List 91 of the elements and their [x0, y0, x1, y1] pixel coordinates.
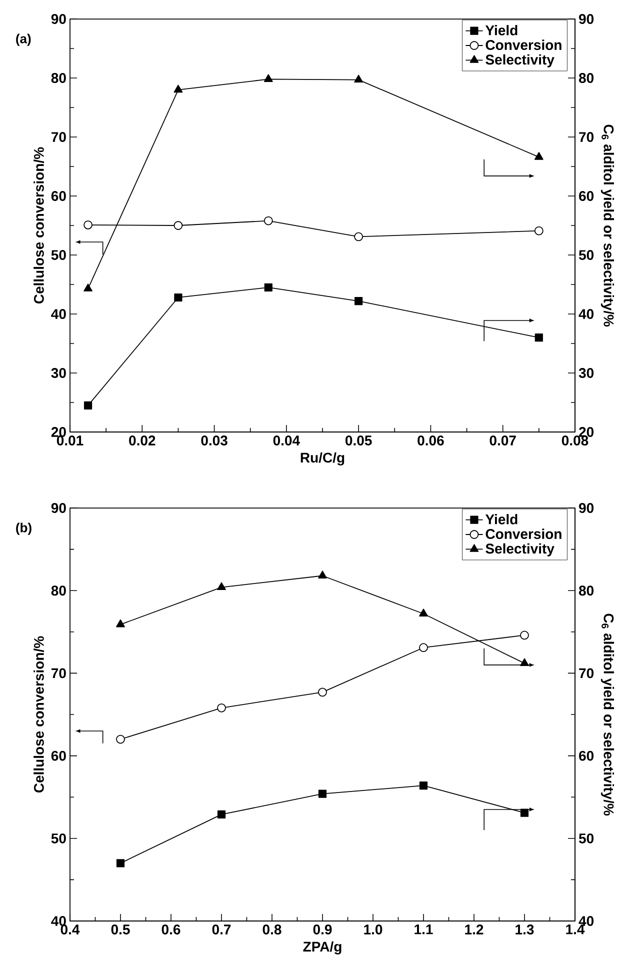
text: (b): [16, 522, 32, 535]
y-tick-label: 70: [51, 132, 66, 142]
point: [84, 220, 92, 230]
legend-label: Selectivity: [486, 543, 554, 556]
x-axis-title: ZPA/g: [303, 941, 342, 954]
point: [534, 334, 543, 342]
point: [354, 296, 363, 306]
x-tick-label: 1.2: [465, 924, 484, 934]
y2-tick-label: 40: [578, 309, 594, 319]
y-axis-title: Cellulose conversion/%: [34, 636, 44, 793]
y-tick-label: 40: [51, 916, 66, 926]
point: [84, 284, 92, 292]
y-tick-label: 90: [51, 503, 66, 513]
y-tick-label: 40: [51, 309, 66, 319]
point: [520, 808, 529, 817]
y2-tick-label: 50: [578, 250, 594, 260]
point: [217, 703, 226, 712]
point: [116, 734, 125, 744]
point: [318, 790, 327, 798]
x-tick-label: 1.0: [364, 924, 382, 934]
point: [354, 74, 363, 83]
y2-tick-label: 90: [579, 503, 594, 513]
y-tick-label: 60: [51, 191, 66, 201]
y2-tick-label: 60: [579, 191, 594, 201]
x-tick-label: 0.05: [345, 436, 372, 446]
point: [534, 152, 544, 160]
x-tick-label: 0.9: [313, 924, 332, 934]
y2-axis-title: C$_{6}$ alditol yield or selectivity/%: [600, 614, 614, 816]
point: [174, 221, 183, 230]
legend-label: Conversion: [486, 528, 562, 539]
y2-tick-label: 60: [579, 750, 594, 761]
x-tick-label: 0.02: [129, 436, 156, 446]
point: [217, 810, 226, 819]
y2-tick-label: 80: [578, 73, 594, 83]
point: [264, 74, 273, 82]
y2-tick-label: 20: [579, 427, 594, 437]
point: [264, 216, 273, 226]
x-tick-label: 0.01: [56, 436, 84, 446]
y2-tick-label: 30: [578, 368, 594, 378]
x-tick-label: 0.5: [111, 924, 130, 934]
x-tick-label: 1.4: [566, 924, 585, 934]
point: [217, 582, 226, 590]
point: [520, 658, 529, 666]
point: [116, 859, 125, 868]
text: (a): [16, 34, 31, 46]
point: [84, 401, 92, 410]
x-tick-label: 0.04: [273, 436, 300, 446]
y-axis-title: Cellulose conversion/%: [34, 147, 44, 304]
y2-tick-label: 50: [578, 833, 594, 844]
point: [116, 619, 125, 628]
legend-label: Selectivity: [486, 54, 554, 68]
point: [419, 608, 428, 616]
point: [419, 781, 428, 790]
y2-tick-label: 70: [579, 132, 594, 142]
point: [534, 226, 544, 236]
y-tick-label: 70: [51, 668, 66, 678]
legend-label: Conversion: [486, 40, 562, 50]
x-tick-label: 0.8: [262, 924, 282, 934]
y2-tick-label: 80: [578, 586, 594, 596]
legend-label: Yield: [485, 25, 518, 36]
y2-tick-label: 90: [579, 14, 594, 24]
x-tick-label: 0.06: [418, 436, 444, 446]
y-tick-label: 60: [51, 750, 66, 761]
y2-tick-label: 40: [578, 916, 594, 926]
y-tick-label: 50: [51, 833, 66, 844]
y-tick-label: 80: [51, 586, 66, 596]
point: [520, 630, 529, 640]
x-tick-label: 0.07: [490, 436, 516, 446]
point: [318, 570, 327, 578]
y-tick-label: 30: [51, 368, 66, 378]
point: [318, 688, 327, 697]
x-tick-label: 0.4: [60, 924, 80, 934]
point: [174, 84, 183, 93]
point: [354, 232, 364, 242]
y-tick-label: 90: [51, 14, 66, 24]
y-tick-label: 80: [51, 73, 66, 83]
y-tick-label: 20: [51, 427, 66, 437]
x-tick-label: 0.08: [562, 436, 588, 446]
legend-label: Yield: [485, 514, 518, 524]
point: [419, 643, 428, 652]
x-tick-label: 0.7: [212, 924, 231, 934]
point: [174, 293, 182, 302]
y2-axis-title: C$_{6}$ alditol yield or selectivity/%: [600, 124, 614, 327]
x-tick-label: 0.6: [162, 924, 180, 934]
x-tick-label: 1.3: [516, 924, 534, 934]
y2-tick-label: 70: [579, 668, 594, 678]
y-tick-label: 50: [51, 250, 66, 260]
x-axis-title: Ru/C/g: [300, 452, 344, 466]
point: [264, 283, 272, 292]
x-tick-label: 0.03: [201, 436, 228, 446]
x-tick-label: 1.1: [414, 924, 433, 934]
